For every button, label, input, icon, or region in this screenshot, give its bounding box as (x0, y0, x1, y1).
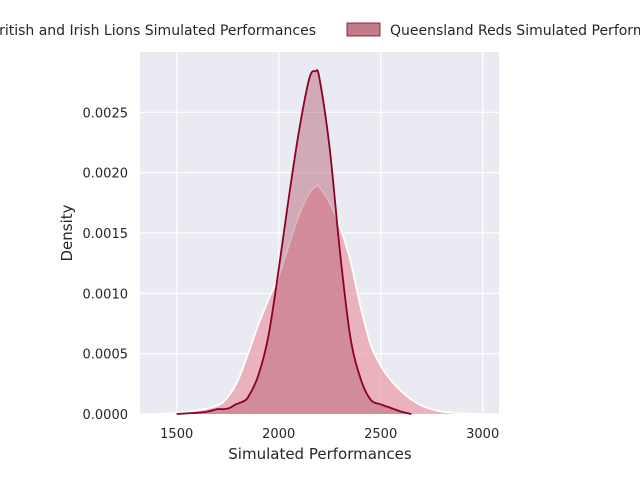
x-axis-label: Simulated Performances (228, 445, 412, 463)
y-tick-label: 0.0025 (83, 106, 129, 121)
x-axis-ticks: 1500 2000 2500 3000 (160, 427, 499, 442)
y-axis-ticks: 0.0000 0.0005 0.0010 0.0015 0.0020 0.0025 (83, 106, 129, 423)
density-line-series-1 (176, 69, 412, 415)
legend-label-reds: Queensland Reds Simulated Performances (390, 23, 640, 39)
x-tick-label: 2500 (364, 427, 397, 442)
legend: British and Irish Lions Simulated Perfor… (0, 22, 640, 39)
x-tick-label: 1500 (160, 427, 193, 442)
y-axis-label: Density (58, 204, 76, 261)
x-tick-label: 3000 (466, 427, 499, 442)
y-tick-label: 0.0015 (83, 227, 129, 242)
y-tick-label: 0.0020 (83, 167, 129, 182)
density-line-series-0 (156, 184, 483, 415)
y-tick-label: 0.0010 (83, 287, 129, 302)
x-tick-label: 2000 (262, 427, 295, 442)
density-fill-series-0 (156, 185, 483, 414)
legend-label-lions: British and Irish Lions Simulated Perfor… (0, 23, 316, 39)
density-fill-series-1 (176, 70, 412, 415)
y-tick-label: 0.0005 (83, 348, 129, 363)
y-tick-label: 0.0000 (83, 408, 129, 423)
density-areas (156, 69, 483, 415)
legend-swatch-reds (346, 22, 381, 37)
